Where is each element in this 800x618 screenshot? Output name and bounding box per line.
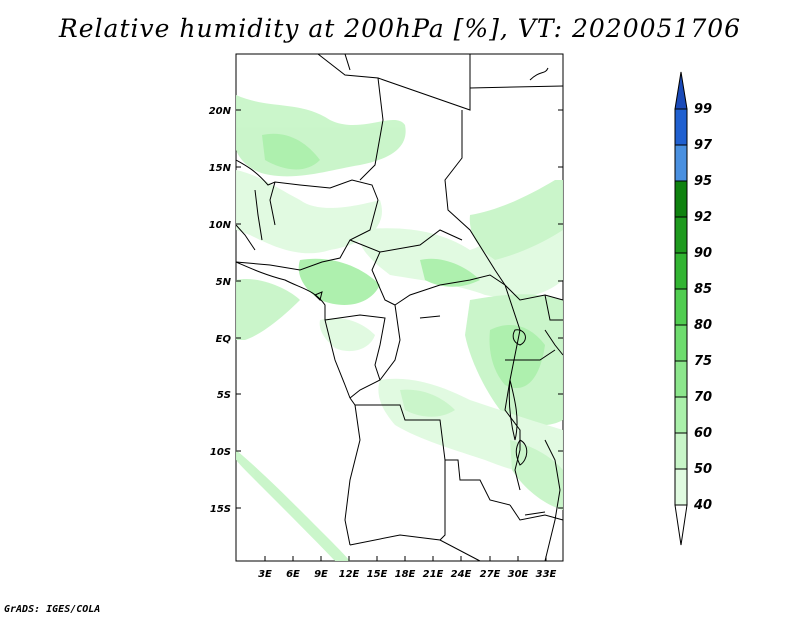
colorbar-bin-60: [674, 432, 688, 470]
lon-label: 3E: [258, 569, 272, 580]
colorbar-label: 40: [693, 498, 712, 513]
colorbar-label: 60: [694, 426, 712, 441]
colorbar-label: 92: [694, 210, 712, 225]
colorbar-label: 70: [694, 390, 712, 405]
longitude-axis: [264, 556, 547, 561]
colorbar-label: 85: [694, 282, 712, 297]
colorbar-label: 97: [694, 138, 713, 153]
lat-label: 5S: [217, 390, 231, 401]
colorbar-bin-75: [674, 360, 688, 398]
latitude-labels: 20N 15N 10N 5N EQ 5S 10S 15S: [209, 106, 232, 515]
colorbar-bin-70: [674, 396, 688, 434]
lon-label: 33E: [536, 569, 557, 580]
colorbar-label: 50: [694, 462, 712, 477]
colorbar-bottom-arrow: [674, 504, 688, 546]
lat-label: 5N: [216, 277, 232, 288]
lon-label: 12E: [339, 569, 360, 580]
colorbar-top-arrow: [674, 71, 688, 110]
map-panel: [235, 53, 564, 562]
colorbar-label: 95: [694, 174, 712, 189]
lon-label: 15E: [367, 569, 388, 580]
lon-label: 30E: [508, 569, 529, 580]
colorbar-bin-97: [674, 144, 688, 182]
lat-label: 10N: [209, 220, 232, 231]
lon-label: 6E: [286, 569, 300, 580]
colorbar: [674, 71, 688, 546]
lat-label: 15N: [209, 163, 232, 174]
colorbar-bin-95: [674, 180, 688, 218]
country-borders: [235, 53, 564, 562]
colorbar-bin-85: [674, 288, 688, 326]
lakes: [314, 291, 546, 516]
lat-label: 20N: [209, 106, 232, 117]
colorbar-bin-50: [674, 468, 688, 506]
map-title: Relative humidity at 200hPa [%], VT: 202…: [58, 14, 742, 43]
colorbar-label: 75: [694, 354, 712, 369]
longitude-labels: 3E 6E 9E 12E 15E 18E 21E 24E 27E 30E 33E: [258, 569, 556, 580]
lat-label: 15S: [210, 504, 231, 515]
lon-label: 24E: [451, 569, 472, 580]
colorbar-label: 90: [694, 246, 712, 261]
lon-label: 27E: [480, 569, 501, 580]
lon-label: 18E: [395, 569, 416, 580]
grads-credit: GrADS: IGES/COLA: [4, 604, 101, 615]
lat-label: EQ: [216, 334, 232, 345]
colorbar-bin-80: [674, 324, 688, 362]
lon-label: 21E: [423, 569, 444, 580]
lat-label: 10S: [210, 447, 231, 458]
colorbar-label: 99: [694, 102, 712, 117]
colorbar-label: 80: [694, 318, 712, 333]
colorbar-bin-92: [674, 216, 688, 254]
latitude-axis: [236, 109, 563, 509]
colorbar-bin-90: [674, 252, 688, 290]
colorbar-labels: 99 97 95 92 90 85 80 75 70 60 50 40: [693, 102, 713, 513]
lon-label: 9E: [314, 569, 328, 580]
colorbar-bin-99: [674, 108, 688, 146]
